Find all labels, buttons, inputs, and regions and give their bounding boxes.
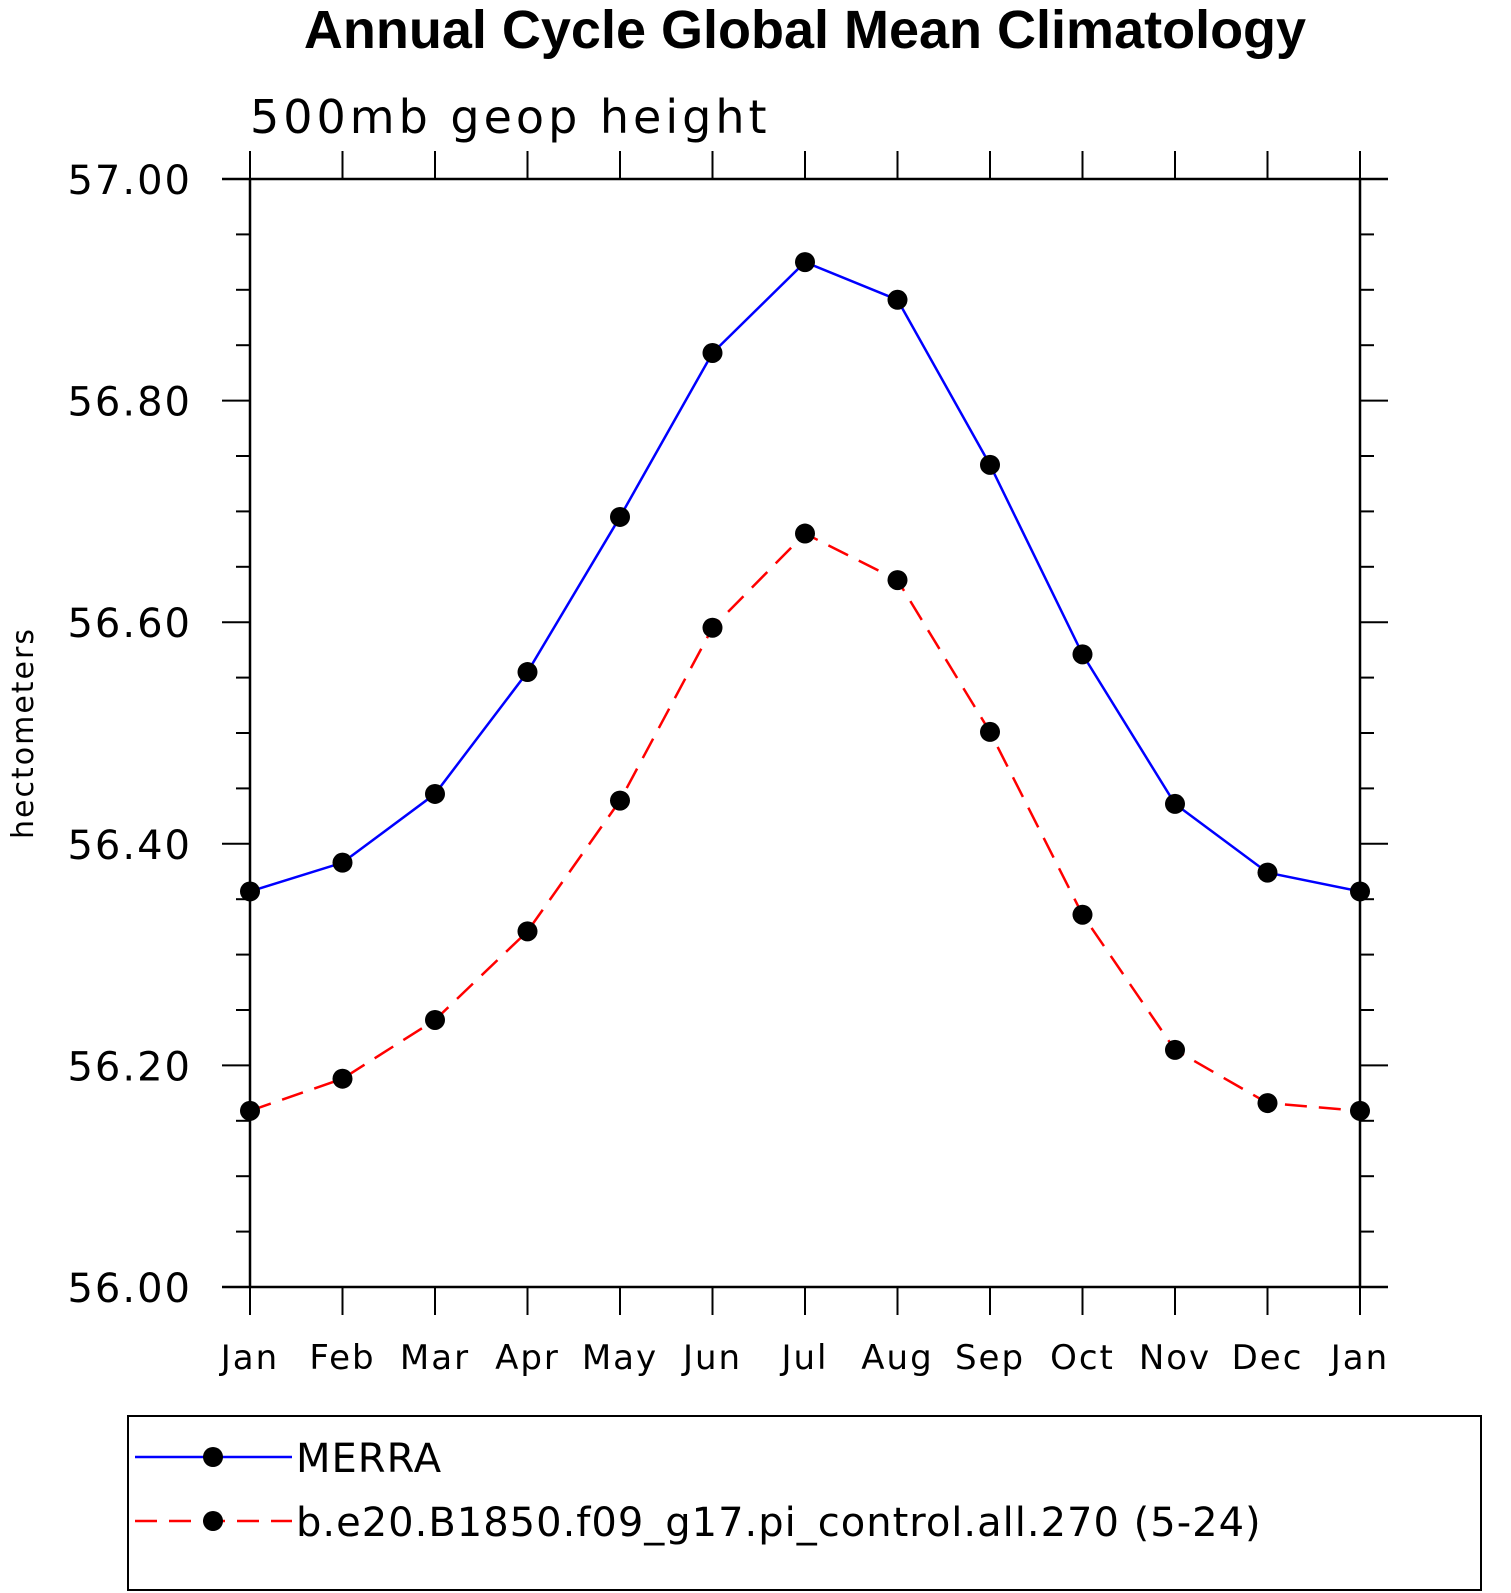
data-point	[240, 1100, 260, 1121]
legend-label: MERRA	[296, 1436, 442, 1482]
data-point	[887, 570, 908, 591]
x-tick-label: Jan	[1329, 1338, 1389, 1378]
y-tick-label: 56.80	[67, 380, 192, 426]
data-point	[425, 783, 445, 804]
data-point	[980, 721, 1000, 742]
data-point	[702, 342, 723, 363]
series-1	[240, 252, 1370, 902]
data-point	[702, 617, 723, 638]
x-tick-label: Jul	[779, 1338, 828, 1378]
data-point	[240, 881, 260, 902]
y-tick-label: 56.60	[67, 601, 192, 647]
data-point	[795, 523, 815, 544]
data-point	[1257, 862, 1278, 883]
x-tick-label: May	[582, 1338, 658, 1378]
y-tick-label: 56.00	[67, 1266, 192, 1312]
data-point	[517, 921, 538, 942]
x-tick-label: Sep	[955, 1338, 1025, 1378]
y-axis: 56.00 56.20 56.40 56.60 56.80 57.00	[67, 158, 1388, 1312]
data-point	[1350, 1100, 1370, 1121]
legend-marker	[203, 1447, 223, 1467]
data-point	[610, 506, 630, 527]
data-point	[1165, 793, 1185, 814]
data-point	[1072, 644, 1093, 665]
legend-box	[127, 1415, 1482, 1591]
x-tick-label: Mar	[400, 1338, 470, 1378]
legend-item-1: MERRA	[135, 1436, 442, 1482]
data-point	[795, 252, 815, 273]
data-point	[1072, 904, 1093, 925]
x-tick-label: Oct	[1050, 1338, 1115, 1378]
chart-subtitle: 500mb geop height	[250, 90, 771, 144]
data-point	[980, 454, 1000, 475]
legend-marker	[203, 1511, 223, 1531]
legend: MERRA b.e20.B1850.f09_g17.pi_control.all.…	[127, 1415, 1482, 1591]
y-tick-label: 56.40	[67, 823, 192, 869]
data-point	[1165, 1039, 1185, 1060]
series-line	[249, 260, 1361, 893]
x-tick-label: Nov	[1139, 1338, 1211, 1378]
y-tick-label: 56.20	[67, 1044, 192, 1090]
data-point	[332, 852, 353, 873]
data-point	[887, 289, 908, 310]
x-tick-label: Feb	[309, 1338, 375, 1378]
data-point	[332, 1068, 353, 1089]
data-point	[517, 662, 538, 683]
legend-item-2: b.e20.B1850.f09_g17.pi_control.all.270 (…	[135, 1500, 1262, 1546]
x-tick-label: Jan	[219, 1338, 279, 1378]
data-point	[425, 1009, 445, 1030]
x-tick-label: Jun	[681, 1338, 742, 1378]
y-axis-label: hectometers	[6, 627, 41, 839]
data-point	[1350, 881, 1370, 902]
x-tick-label: Aug	[861, 1338, 933, 1378]
legend-label: b.e20.B1850.f09_g17.pi_control.all.270 (…	[296, 1500, 1262, 1546]
series-line	[249, 532, 1361, 1113]
series-2	[240, 523, 1370, 1121]
x-tick-label: Apr	[495, 1338, 560, 1378]
y-tick-label: 57.00	[67, 158, 192, 204]
chart-title: Annual Cycle Global Mean Climatology	[304, 0, 1306, 60]
x-axis: Jan Feb Mar Apr May Jun Jul Aug Sep Oct Nov Dec Jan	[219, 151, 1389, 1378]
plot-area	[222, 177, 1388, 1289]
data-point	[610, 790, 630, 811]
series-layer	[240, 252, 1370, 1121]
data-point	[1257, 1093, 1278, 1114]
x-tick-label: Dec	[1232, 1338, 1304, 1378]
